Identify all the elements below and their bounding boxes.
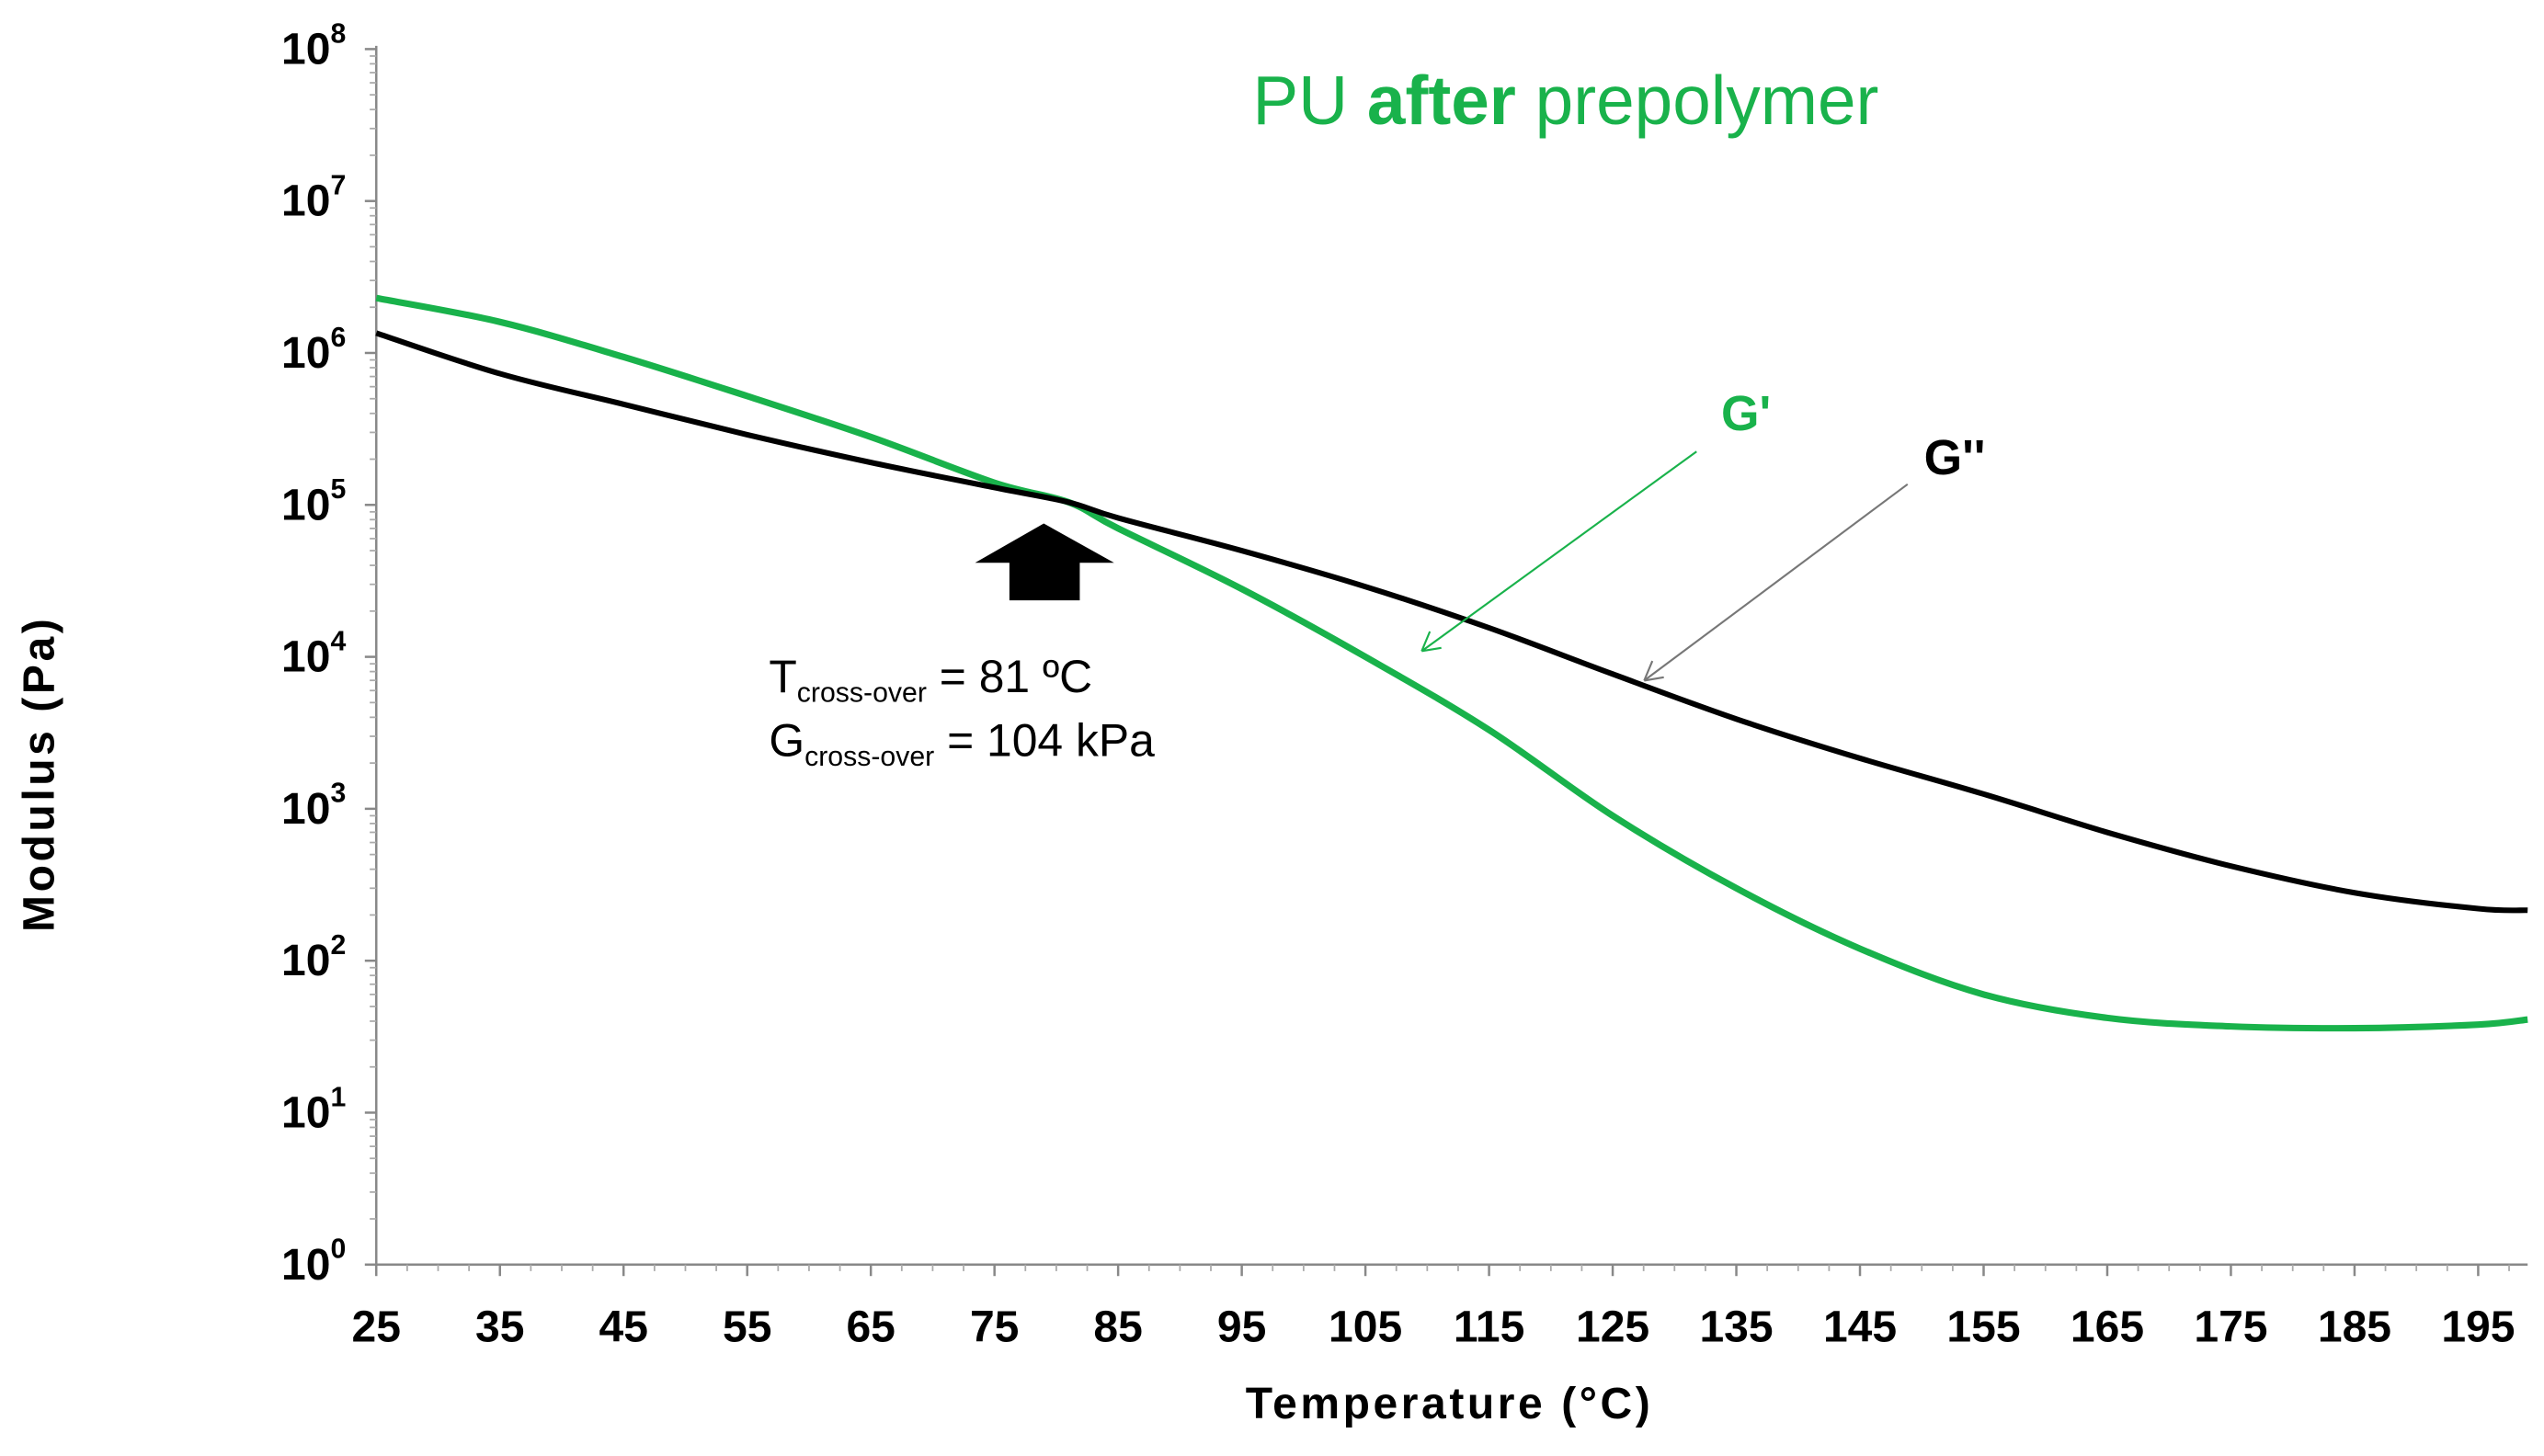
y-tick-label-exponent: 1 [330, 1082, 346, 1112]
x-tick-label: 175 [2194, 1302, 2267, 1351]
y-tick-label: 106 [281, 323, 346, 378]
y-tick-label-exponent: 8 [330, 18, 346, 49]
y-tick-label-base: 10 [281, 1088, 330, 1137]
chart-title-suffix: prepolymer [1516, 62, 1879, 139]
y-tick-label: 108 [281, 18, 346, 74]
chart-title-emphasis: after [1367, 62, 1516, 139]
crossover-modulus-value: = 104 kPa [934, 714, 1155, 766]
x-tick-label: 65 [846, 1302, 895, 1351]
g-prime-callout-arrowhead-icon [1420, 631, 1442, 653]
g-prime-label: G' [1721, 387, 1771, 441]
x-tick-label: 155 [1946, 1302, 2020, 1351]
x-tick-label: 165 [2071, 1302, 2144, 1351]
y-tick-label: 103 [281, 779, 346, 834]
x-tick-label: 105 [1329, 1302, 1402, 1351]
g-double-prime-label: G'' [1924, 431, 1986, 485]
y-tick-label-base: 10 [281, 633, 330, 682]
y-tick-label-exponent: 4 [330, 626, 346, 656]
x-tick-label: 115 [1454, 1302, 1524, 1351]
x-tick-label: 85 [1093, 1302, 1142, 1351]
y-tick-label-base: 10 [281, 25, 330, 74]
y-tick-label-exponent: 5 [330, 474, 346, 505]
x-tick-label: 55 [723, 1302, 771, 1351]
crossover-temperature-label: Tcross-over = 81 ºC [769, 651, 1092, 709]
x-tick-label: 45 [599, 1302, 648, 1351]
x-tick-label: 125 [1576, 1302, 1649, 1351]
axes [364, 45, 2528, 1277]
chart-title: PU after prepolymer [1252, 62, 1878, 139]
x-tick-label: 135 [1699, 1302, 1773, 1351]
y-tick-label-exponent: 3 [330, 779, 346, 809]
g-double-prime-series-line [375, 330, 2528, 914]
y-tick-label-exponent: 7 [330, 171, 346, 201]
g-prime-callout-line [1420, 450, 1697, 653]
crossover-arrow-icon [975, 523, 1114, 601]
y-tick-label-base: 10 [281, 329, 330, 378]
y-tick-label-base: 10 [281, 785, 330, 834]
g-prime-series-line [375, 294, 2528, 1032]
crossover-temperature-subscript: cross-over [797, 678, 927, 709]
x-tick-label: 25 [352, 1302, 401, 1351]
crossover-modulus-subscript: cross-over [804, 742, 934, 772]
x-tick-labels: 25 35 45 55 65 75 85 95 105 115 125 135 145 155 165 175… [352, 1302, 2515, 1351]
x-tick-label: 185 [2318, 1302, 2391, 1351]
y-tick-label-base: 10 [281, 937, 330, 985]
y-tick-label-base: 10 [281, 1241, 330, 1290]
y-tick-label: 104 [281, 626, 346, 681]
y-tick-label: 102 [281, 930, 346, 985]
g-double-prime-callout-line [1643, 483, 1909, 682]
series-lines [375, 294, 2528, 1032]
crossover-modulus-symbol: G [769, 714, 804, 766]
crossover-temperature-symbol: T [769, 651, 796, 702]
y-tick-label-base: 10 [281, 177, 330, 226]
y-tick-label: 101 [281, 1082, 346, 1137]
chart-title-prefix: PU [1252, 62, 1367, 139]
y-tick-label: 105 [281, 474, 346, 529]
crossover-modulus-label: Gcross-over = 104 kPa [769, 714, 1155, 772]
x-tick-label: 35 [475, 1302, 524, 1351]
y-tick-label-base: 10 [281, 481, 330, 529]
x-tick-label: 145 [1823, 1302, 1897, 1351]
g-double-prime-callout-arrowhead-icon [1643, 660, 1664, 682]
x-tick-label: 195 [2441, 1302, 2515, 1351]
crossover-temperature-value: = 81 ºC [927, 651, 1092, 702]
y-tick-label-exponent: 2 [330, 930, 346, 961]
x-axis-title: Temperature (°C) [1246, 1380, 1654, 1428]
y-tick-label-exponent: 6 [330, 323, 346, 353]
y-tick-label: 107 [281, 171, 346, 226]
y-tick-label: 100 [281, 1234, 346, 1290]
y-tick-label-exponent: 0 [330, 1234, 346, 1265]
x-tick-label: 95 [1217, 1302, 1266, 1351]
y-axis-title: Modulus (Pa) [16, 616, 64, 932]
x-tick-label: 75 [970, 1302, 1019, 1351]
